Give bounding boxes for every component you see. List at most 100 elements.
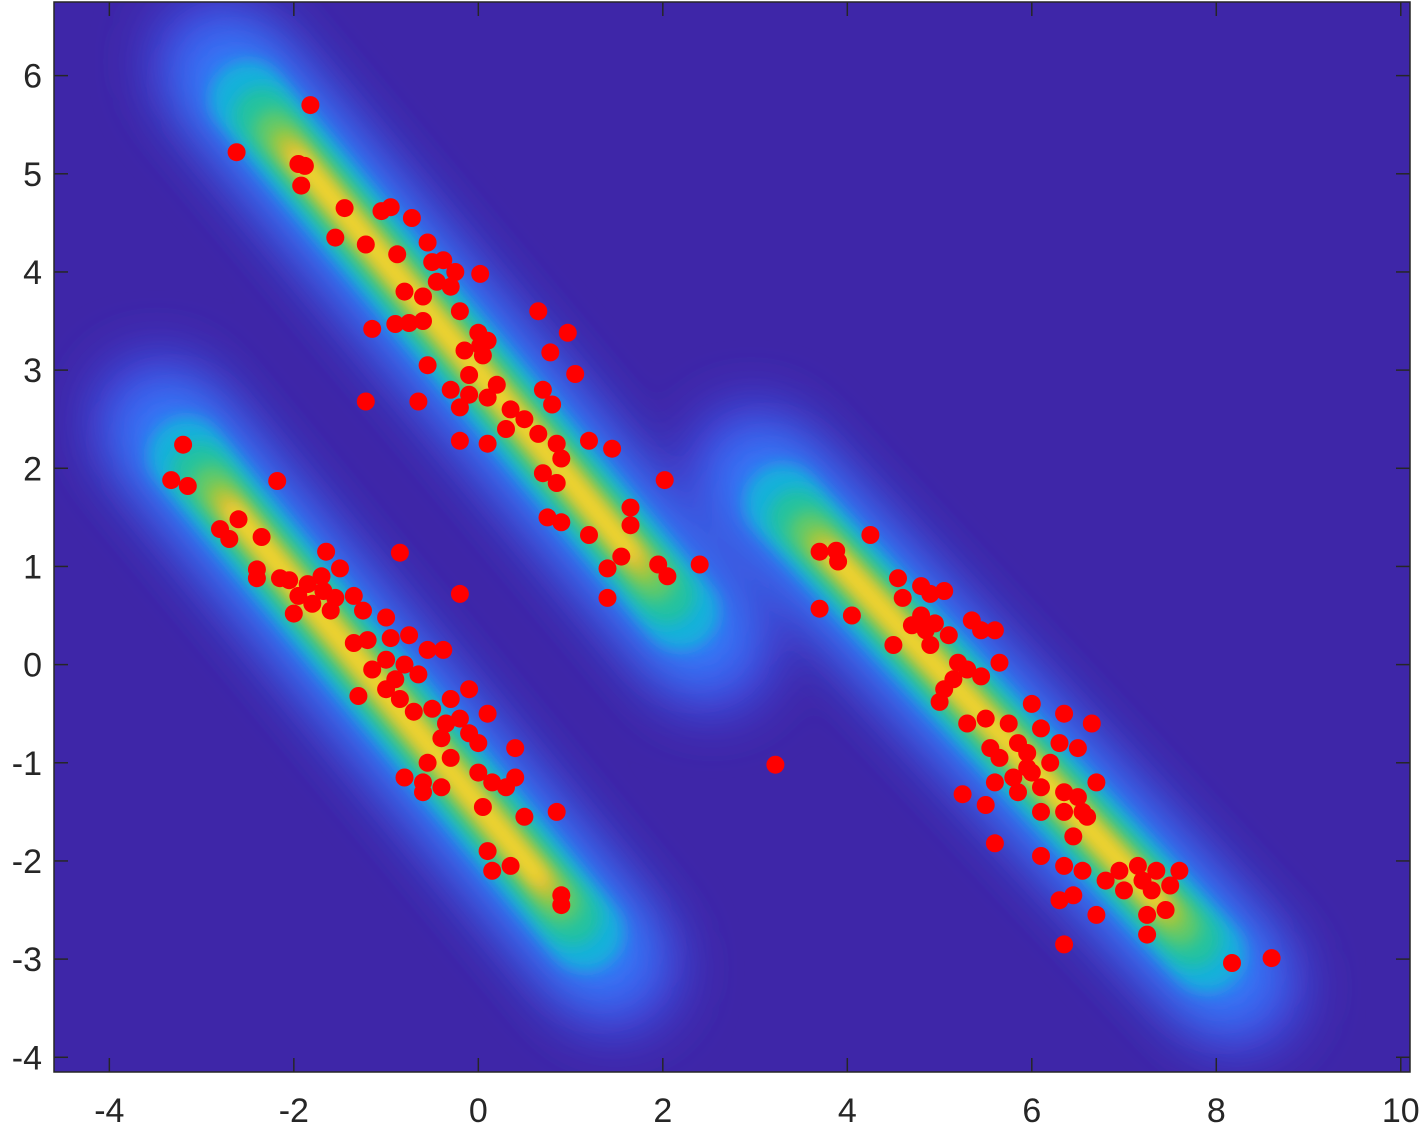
data-point-20 [363, 319, 382, 338]
data-point-80 [247, 569, 266, 588]
data-point-131 [515, 807, 534, 826]
data-point-199 [985, 834, 1004, 853]
data-point-45 [515, 410, 534, 429]
data-point-206 [1142, 881, 1161, 900]
data-point-194 [1032, 802, 1050, 821]
data-point-14 [434, 251, 453, 270]
y-tick-label: 4 [23, 254, 42, 292]
y-tick-label: 2 [23, 450, 42, 488]
data-point-152 [893, 588, 912, 607]
data-point-38 [541, 343, 560, 362]
data-point-37 [558, 323, 577, 342]
data-point-150 [921, 584, 940, 603]
data-point-138 [414, 783, 432, 802]
y-tick-label: 0 [23, 647, 42, 685]
data-point-219 [1262, 949, 1281, 968]
scatter-points [162, 96, 1281, 972]
data-point-72 [162, 471, 181, 490]
data-point-217 [1055, 935, 1074, 954]
data-point-2 [301, 96, 320, 115]
data-point-73 [178, 477, 197, 495]
data-point-137 [552, 896, 571, 915]
data-point-125 [469, 763, 488, 782]
data-point-119 [469, 734, 488, 753]
data-point-195 [953, 785, 972, 804]
data-point-215 [1087, 905, 1106, 924]
plot-frame [53, 1, 1411, 1073]
data-point-91 [321, 601, 340, 620]
data-point-41 [356, 392, 375, 411]
data-point-202 [1073, 861, 1092, 880]
data-point-68 [418, 233, 437, 252]
data-point-158 [884, 636, 903, 654]
data-point-214 [1156, 901, 1175, 919]
data-point-141 [766, 755, 785, 774]
data-point-5 [292, 176, 311, 195]
data-point-177 [1022, 694, 1041, 713]
data-point-75 [229, 510, 248, 529]
data-point-55 [655, 471, 674, 490]
data-point-62 [598, 559, 617, 578]
data-point-100 [400, 626, 419, 645]
data-point-69 [441, 277, 460, 296]
data-point-42 [450, 431, 469, 450]
data-point-108 [377, 680, 396, 699]
data-point-92 [284, 604, 303, 623]
data-point-156 [925, 614, 944, 633]
data-point-140 [312, 567, 331, 586]
data-point-4 [295, 156, 314, 175]
data-point-52 [533, 464, 552, 483]
y-tick-label: 6 [23, 58, 42, 96]
y-tick-label: 1 [23, 548, 42, 586]
data-point-87 [289, 586, 308, 605]
data-point-147 [842, 606, 861, 625]
data-point-183 [1041, 753, 1060, 772]
data-point-208 [1128, 856, 1147, 875]
data-point-82 [280, 571, 299, 590]
x-tick-label: -4 [94, 1092, 124, 1130]
data-point-93 [354, 601, 372, 620]
data-point-84 [331, 559, 349, 578]
data-point-34 [478, 388, 497, 407]
data-point-9 [402, 209, 421, 227]
data-point-170 [958, 714, 977, 733]
data-point-167 [930, 692, 949, 711]
data-point-187 [1009, 783, 1027, 802]
x-axis: -4 -2 0 2 4 6 8 10 [94, 2, 1420, 1130]
data-point-105 [363, 660, 382, 679]
data-point-83 [317, 542, 336, 561]
data-point-212 [1050, 891, 1069, 910]
data-point-112 [423, 699, 442, 718]
data-point-120 [441, 748, 460, 767]
data-point-197 [1064, 827, 1083, 846]
x-tick-label: 6 [1022, 1092, 1041, 1130]
data-point-186 [985, 773, 1004, 792]
data-point-49 [547, 434, 566, 453]
data-point-90 [303, 594, 322, 613]
data-point-113 [441, 690, 460, 708]
data-point-94 [377, 608, 396, 627]
data-point-6 [335, 199, 354, 218]
y-tick-label: -2 [12, 843, 42, 881]
data-point-56 [538, 508, 557, 527]
data-point-101 [418, 640, 437, 659]
data-point-50 [580, 431, 598, 450]
data-point-203 [1096, 871, 1115, 890]
data-point-114 [460, 680, 479, 699]
data-point-104 [395, 655, 414, 674]
y-tick-label: -1 [12, 745, 42, 783]
y-axis: -4 -3 -2 -1 0 1 2 3 4 5 6 [12, 58, 1410, 1077]
data-point-22 [400, 314, 419, 332]
data-point-191 [1087, 773, 1106, 792]
data-point-1 [227, 143, 246, 162]
data-point-171 [976, 709, 995, 728]
data-point-218 [1223, 954, 1241, 972]
data-point-103 [377, 650, 396, 669]
data-point-16 [471, 264, 490, 283]
data-point-61 [612, 547, 631, 566]
x-tick-label: 10 [1382, 1092, 1420, 1130]
data-point-196 [976, 796, 995, 814]
data-point-175 [990, 748, 1009, 767]
data-point-40 [409, 392, 428, 411]
